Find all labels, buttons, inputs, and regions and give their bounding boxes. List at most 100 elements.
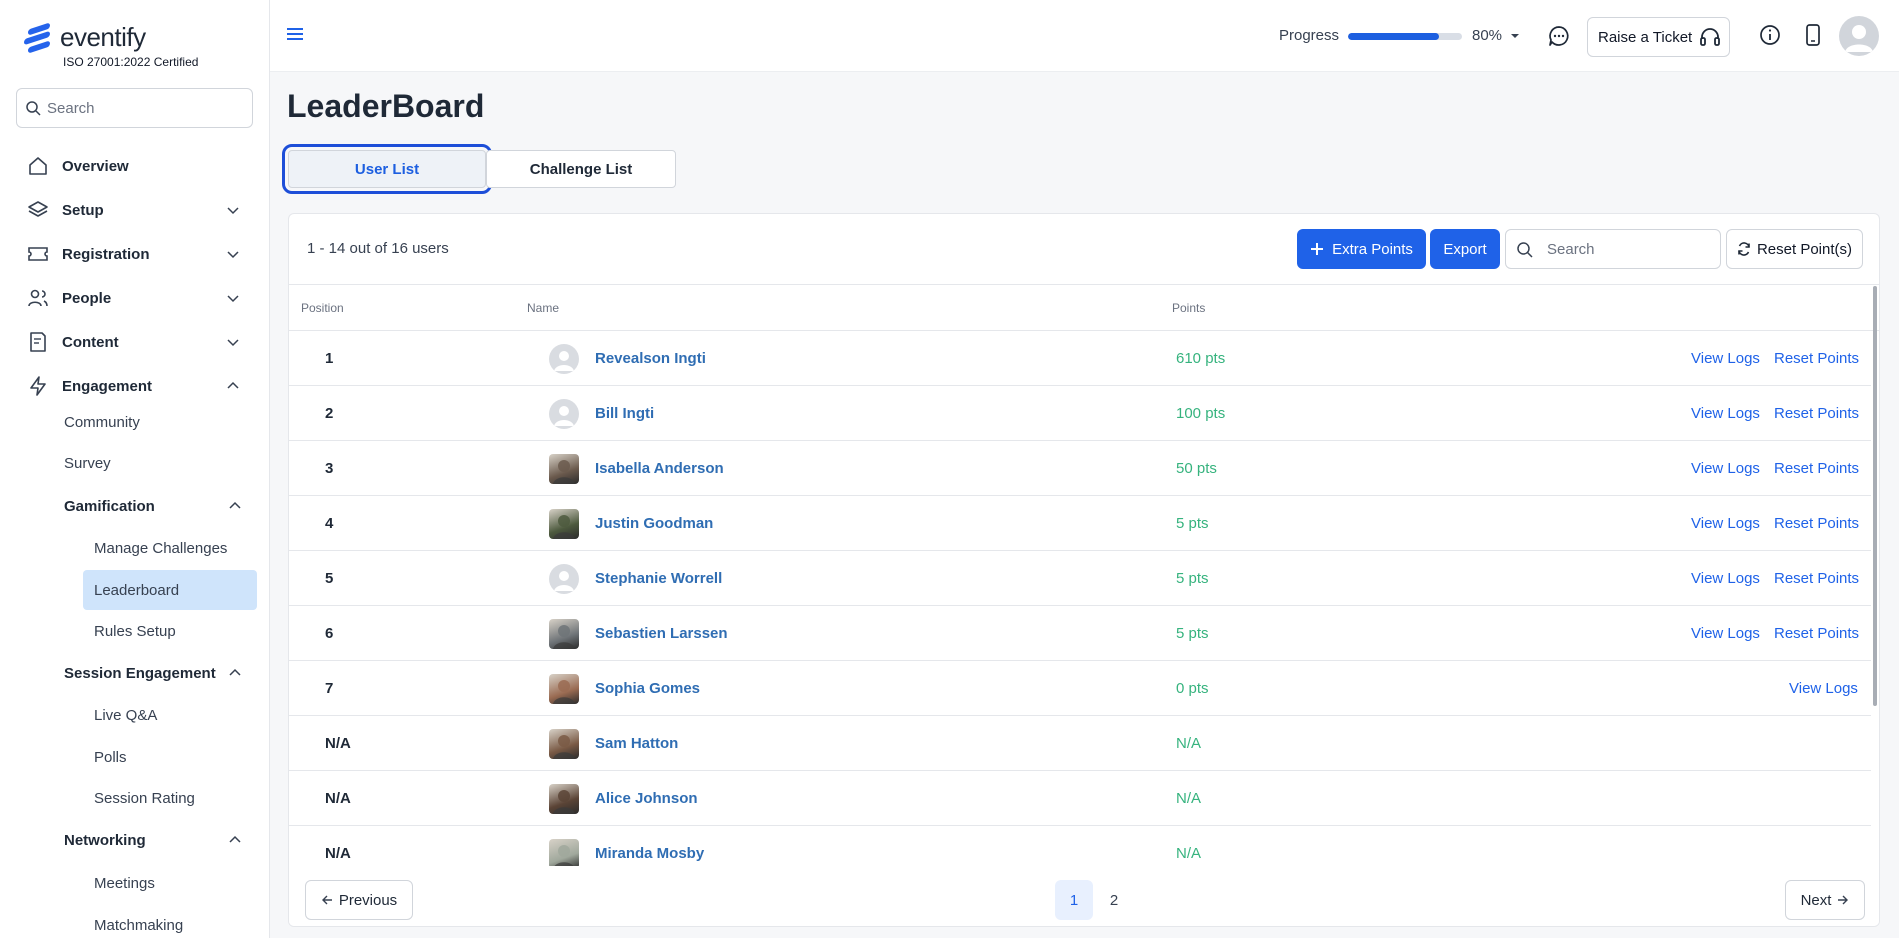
sidebar-item-leaderboard[interactable]: Leaderboard <box>94 582 180 599</box>
previous-page-button[interactable]: Previous <box>305 880 413 920</box>
sidebar-search[interactable] <box>16 88 253 128</box>
view-logs-link[interactable]: View Logs <box>1691 625 1760 642</box>
mobile-icon[interactable] <box>1805 24 1821 46</box>
certification-text: ISO 27001:2022 Certified <box>63 55 199 69</box>
sidebar-item-content[interactable]: Content <box>26 328 246 356</box>
raise-ticket-button[interactable]: Raise a Ticket <box>1587 17 1730 57</box>
chat-icon[interactable] <box>1547 24 1571 48</box>
row-points: N/A <box>1176 735 1202 752</box>
next-page-button[interactable]: Next <box>1785 880 1865 920</box>
reset-points-button[interactable]: Reset Point(s) <box>1726 229 1863 269</box>
brand-logo[interactable]: eventify <box>24 21 146 54</box>
chevron-down-icon <box>227 251 239 259</box>
sidebar-item-manage-challenges[interactable]: Manage Challenges <box>94 540 228 557</box>
extra-points-button[interactable]: Extra Points <box>1297 229 1426 269</box>
user-name-link[interactable]: Sam Hatton <box>595 735 679 752</box>
headset-icon <box>1700 28 1721 46</box>
user-name-link[interactable]: Bill Ingti <box>595 405 655 422</box>
sidebar-item-session-engagement[interactable]: Session Engagement <box>64 665 216 682</box>
page-button-2[interactable]: 2 <box>1109 891 1119 909</box>
page-button-1[interactable]: 1 <box>1055 880 1093 920</box>
sidebar-item-live-qa[interactable]: Live Q&A <box>94 707 158 724</box>
sidebar-item-meetings[interactable]: Meetings <box>94 875 155 892</box>
page-title: LeaderBoard <box>287 88 485 124</box>
table-search[interactable] <box>1505 229 1721 269</box>
extra-points-label: Extra Points <box>1332 240 1413 258</box>
row-position: 2 <box>325 405 334 422</box>
layers-icon <box>26 198 50 222</box>
reset-points-link[interactable]: Reset Points <box>1774 405 1860 422</box>
view-logs-link[interactable]: View Logs <box>1789 680 1858 697</box>
row-position: 6 <box>325 625 334 642</box>
sidebar-item-registration[interactable]: Registration <box>26 240 246 268</box>
document-icon <box>26 330 50 354</box>
hamburger-menu-icon[interactable] <box>286 26 304 42</box>
view-logs-link[interactable]: View Logs <box>1691 460 1760 477</box>
chevron-up-icon <box>229 835 241 843</box>
reset-points-link[interactable]: Reset Points <box>1774 625 1860 642</box>
sidebar-item-people[interactable]: People <box>26 284 246 312</box>
sidebar-item-gamification[interactable]: Gamification <box>64 498 155 515</box>
reset-points-link[interactable]: Reset Points <box>1774 350 1860 367</box>
table-row: 3 Isabella Anderson 50 pts Reset Points View… <box>289 441 1871 496</box>
view-logs-link[interactable]: View Logs <box>1691 515 1760 532</box>
user-name-link[interactable]: Stephanie Worrell <box>595 570 723 587</box>
sidebar-item-polls[interactable]: Polls <box>94 749 127 766</box>
search-icon <box>26 101 41 116</box>
sidebar-item-session-rating[interactable]: Session Rating <box>94 790 195 807</box>
sidebar-item-rules-setup[interactable]: Rules Setup <box>94 623 176 640</box>
user-avatar[interactable] <box>1839 16 1879 56</box>
home-icon <box>26 154 50 178</box>
reset-points-link[interactable]: Reset Points <box>1774 460 1860 477</box>
table-scrollbar[interactable] <box>1873 286 1877 706</box>
reset-points-link[interactable]: Reset Points <box>1774 570 1860 587</box>
table-search-input[interactable] <box>1547 240 1707 258</box>
sidebar-search-input[interactable] <box>47 99 227 117</box>
sidebar-item-label: Overview <box>62 157 129 175</box>
user-name-link[interactable]: Isabella Anderson <box>595 460 724 477</box>
chevron-down-icon <box>227 295 239 303</box>
avatar <box>549 454 579 484</box>
tab-challenge-list[interactable]: Challenge List <box>486 150 676 188</box>
table-header: Position Name Points <box>289 284 1879 331</box>
reset-points-link[interactable]: Reset Points <box>1774 515 1860 532</box>
people-icon <box>26 286 50 310</box>
row-points: 610 pts <box>1176 350 1226 367</box>
sidebar-item-survey[interactable]: Survey <box>64 455 111 472</box>
user-name-link[interactable]: Alice Johnson <box>595 790 698 807</box>
sidebar-item-networking[interactable]: Networking <box>64 832 146 849</box>
row-position: 4 <box>325 515 334 532</box>
table-row: N/A Alice Johnson N/A <box>289 771 1871 826</box>
view-logs-link[interactable]: View Logs <box>1691 405 1760 422</box>
export-button[interactable]: Export <box>1430 229 1500 269</box>
sidebar-item-engagement[interactable]: Engagement <box>26 372 246 400</box>
info-icon[interactable] <box>1759 24 1781 46</box>
sidebar-item-matchmaking[interactable]: Matchmaking <box>94 917 184 934</box>
row-position: 3 <box>325 460 334 477</box>
avatar <box>549 729 579 759</box>
chevron-up-icon <box>229 668 241 676</box>
avatar <box>549 784 579 814</box>
table-row: 2 Bill Ingti 100 pts Reset Points View Logs <box>289 386 1871 441</box>
sidebar-item-community[interactable]: Community <box>64 414 140 431</box>
view-logs-link[interactable]: View Logs <box>1691 570 1760 587</box>
user-name-link[interactable]: Justin Goodman <box>595 515 714 532</box>
arrow-right-icon <box>1838 895 1849 905</box>
table-row: 5 Stephanie Worrell 5 pts Reset Points View … <box>289 551 1871 606</box>
sidebar-item-overview[interactable]: Overview <box>26 152 246 180</box>
sidebar-item-leaderboard-active[interactable] <box>83 570 257 610</box>
view-logs-link[interactable]: View Logs <box>1691 350 1760 367</box>
sidebar-item-label: Engagement <box>62 377 153 395</box>
user-name-link[interactable]: Miranda Mosby <box>595 845 705 862</box>
user-name-link[interactable]: Revealson Ingti <box>595 350 706 367</box>
tab-user-list[interactable]: User List <box>282 144 492 194</box>
arrow-left-icon <box>321 895 332 905</box>
user-name-link[interactable]: Sophia Gomes <box>595 680 701 697</box>
caret-down-icon[interactable] <box>1510 32 1520 40</box>
row-points: 100 pts <box>1176 405 1226 422</box>
sidebar-item-setup[interactable]: Setup <box>26 196 246 224</box>
user-name-link[interactable]: Sebastien Larssen <box>595 625 728 642</box>
chevron-down-icon <box>227 207 239 215</box>
user-placeholder-icon <box>549 344 579 374</box>
row-points: N/A <box>1176 845 1202 862</box>
